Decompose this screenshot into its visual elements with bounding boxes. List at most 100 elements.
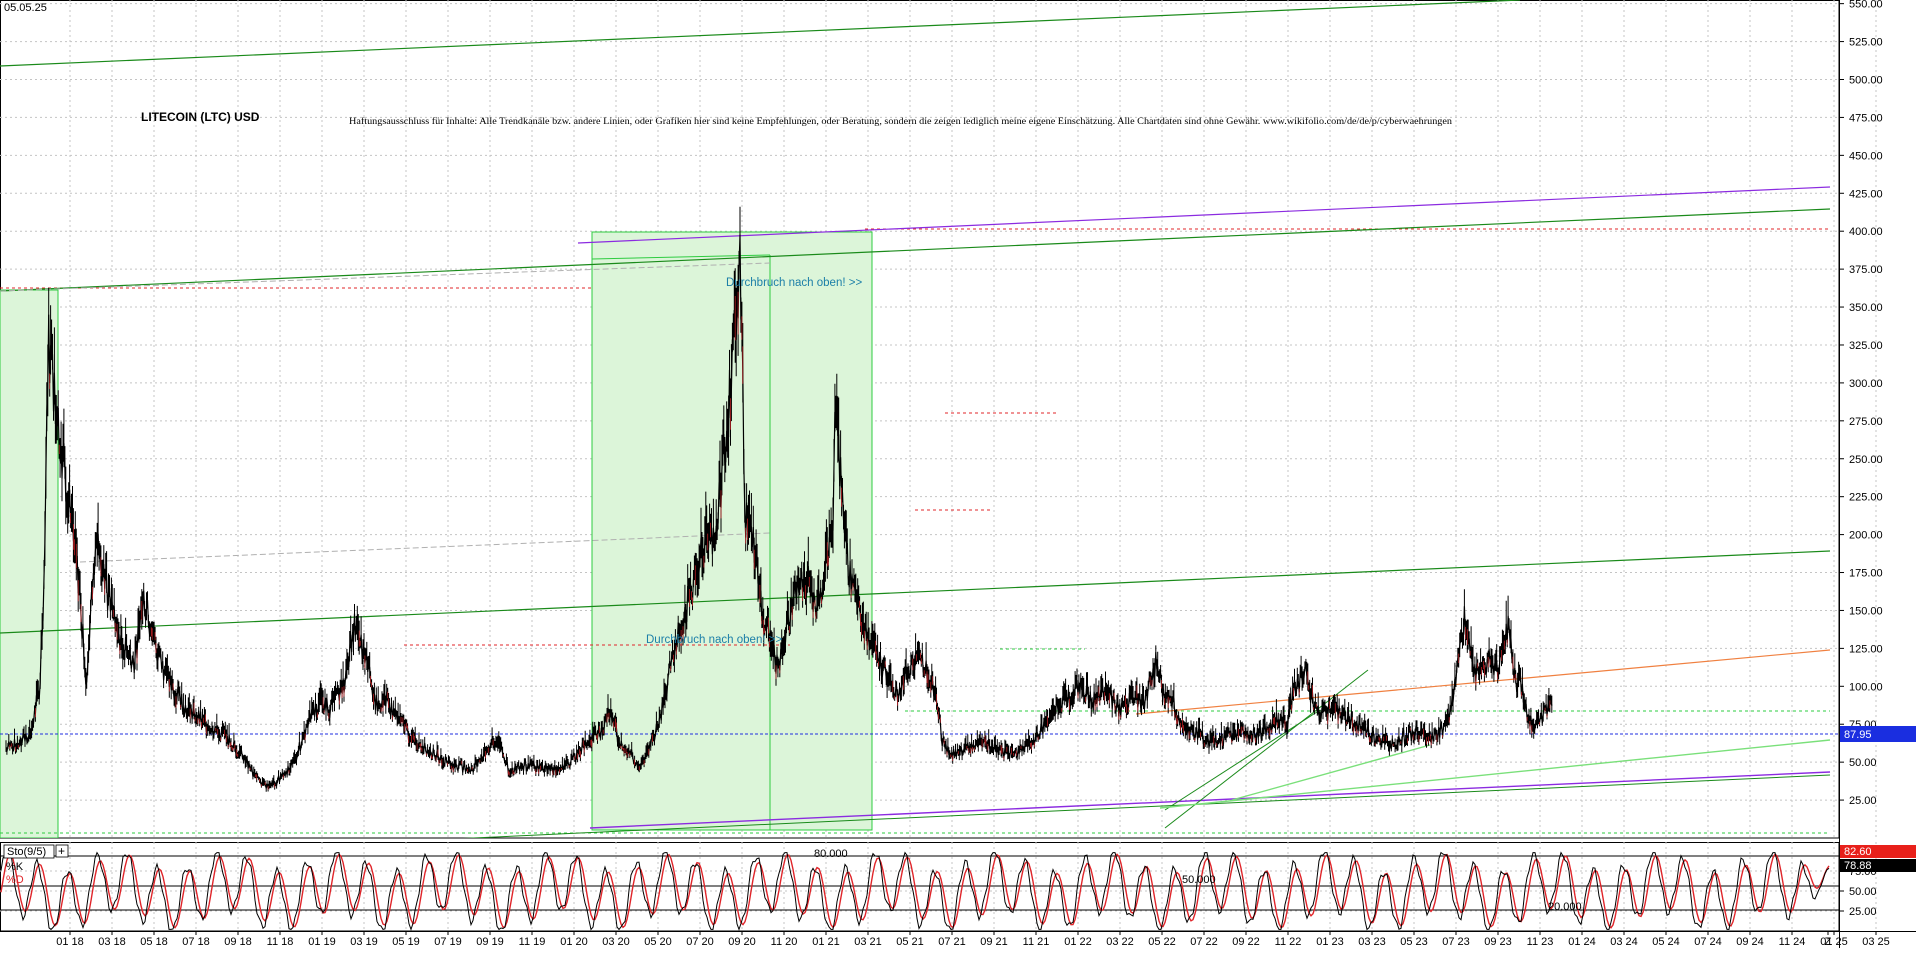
y-tick-label: 250.00 [1849, 454, 1883, 466]
x-tick-label: 09 20 [728, 936, 756, 948]
x-tick-label: 03 20 [602, 936, 630, 948]
disclaimer-text: Haftungsausschluss für Inhalte: Alle Tre… [349, 116, 1453, 126]
x-tick-label: 07 21 [938, 936, 966, 948]
y-tick-label: 400.00 [1849, 226, 1883, 238]
trendline-gray-middle [79, 532, 771, 563]
y-tick-label: 475.00 [1849, 112, 1883, 124]
price-series [5, 234, 1553, 791]
y-tick-label: 525.00 [1849, 37, 1883, 49]
x-tick-label: 09 23 [1484, 936, 1512, 948]
x-tick-label: 03 18 [98, 936, 126, 948]
chart-title: LITECOIN (LTC) USD [141, 110, 260, 124]
x-tick-label: 03 22 [1106, 936, 1134, 948]
y-tick-label: 275.00 [1849, 416, 1883, 428]
indicator-expand-button[interactable] [55, 844, 69, 858]
y-tick-label: 225.00 [1849, 492, 1883, 504]
annotation-breakout-2021: Durchbruch nach oben! >> [726, 277, 862, 289]
y-tick-label: 500.00 [1849, 75, 1883, 87]
stochastic-k-line [0, 851, 1830, 931]
trendline-purple-bottom [589, 771, 1831, 829]
y-tick-label: 175.00 [1849, 568, 1883, 580]
y-tick-label: 350.00 [1849, 302, 1883, 314]
stochastic-d-line [0, 853, 1830, 929]
x-tick-label: Z [1825, 936, 1832, 948]
trendline-orange [1135, 649, 1831, 715]
x-tick-label: 03 24 [1610, 936, 1638, 948]
x-tick-label: 07 19 [434, 936, 462, 948]
x-tick-label: 03 19 [350, 936, 378, 948]
x-tick-label: 01 18 [56, 936, 84, 948]
x-tick-label: 07 18 [182, 936, 210, 948]
trendline-long-term-top [0, 208, 1831, 292]
current-price-box [1840, 726, 1916, 742]
stochastic-level-50-label: 50.000 [1182, 874, 1216, 886]
x-tick-label: 01 23 [1316, 936, 1344, 948]
x-tick-label: 01 24 [1568, 936, 1596, 948]
stochastic-panel [0, 842, 1840, 932]
d-value-box [1840, 845, 1916, 858]
price-panel [0, 0, 1840, 839]
x-tick-label: 03 23 [1358, 936, 1386, 948]
stochastic-tick-label: 50.00 [1849, 886, 1877, 898]
x-tick-label: 01 19 [308, 936, 336, 948]
y-tick-label: 425.00 [1849, 188, 1883, 200]
y-tick-label: 550.00 [1849, 0, 1883, 11]
plus-icon: + [58, 844, 65, 858]
k-value-box [1840, 859, 1916, 872]
y-tick-label: 325.00 [1849, 340, 1883, 352]
k-value-label: 78.88 [1844, 860, 1872, 872]
price-down-ticks [9, 291, 1551, 790]
x-tick-label: 07 20 [686, 936, 714, 948]
stochastic-level-20-label: 20.000 [1548, 901, 1582, 913]
x-tick-label: 09 21 [980, 936, 1008, 948]
stochastic-tick-label: 25.00 [1849, 906, 1877, 918]
y-tick-label: 100.00 [1849, 681, 1883, 693]
x-tick-label: 01 22 [1064, 936, 1092, 948]
stochastic-level-80-label: 80.000 [814, 848, 848, 860]
x-tick-label: 03 25 [1862, 936, 1890, 948]
chart-date: 05.05.25 [4, 2, 47, 14]
x-tick-label: 11 18 [267, 936, 294, 948]
y-tick-label: 450.00 [1849, 150, 1883, 162]
x-tick-label: 11 21 [1023, 936, 1050, 948]
highlight-zones [0, 231, 873, 838]
x-tick-label: 09 19 [476, 936, 504, 948]
x-tick-label: 05 24 [1652, 936, 1680, 948]
indicator-name: Sto(9/5) [7, 846, 46, 858]
trendline-gray-top [0, 262, 771, 292]
current-price-label: 87.95 [1844, 729, 1872, 741]
indicator-tag[interactable] [3, 844, 55, 859]
x-tick-label: 05 20 [644, 936, 672, 948]
x-tick-label: 09 18 [224, 936, 252, 948]
x-tick-label: 11 22 [1275, 936, 1302, 948]
x-tick-label: 05 19 [392, 936, 420, 948]
y-tick-label: 375.00 [1849, 264, 1883, 276]
legend-d: %D [6, 874, 24, 886]
y-tick-label: 25.00 [1849, 795, 1877, 807]
x-tick-label: 11 23 [1527, 936, 1554, 948]
y-tick-label: 50.00 [1849, 757, 1877, 769]
trendline-long-term-middle [0, 550, 1831, 634]
x-tick-label: 05 23 [1400, 936, 1428, 948]
trendline-green-bottom [462, 774, 1831, 838]
x-tick-label: 01 21 [812, 936, 840, 948]
x-tick-label: 05 21 [896, 936, 924, 948]
y-tick-label: 200.00 [1849, 530, 1883, 542]
trendline-lightgreen-short [1231, 744, 1431, 801]
x-tick-label: 03 21 [854, 936, 882, 948]
x-tick-label: 07 24 [1694, 936, 1722, 948]
legend-k: %K [6, 861, 24, 873]
trendline-upper-channel [0, 0, 1521, 67]
trendline-steep-green-lower [1164, 709, 1321, 811]
trendline-purple-top [577, 186, 1831, 244]
y-tick-label: 150.00 [1849, 605, 1883, 617]
reference-lines [0, 228, 1839, 834]
x-tick-label: 11 24 [1779, 936, 1806, 948]
x-tick-label: 01 25 [1820, 936, 1848, 948]
x-tick-label: 05 22 [1148, 936, 1176, 948]
date-axis: 01 18 03 18 05 18 07 18 09 18 11 18 01 19 03 19… [56, 931, 1890, 948]
x-tick-label: 05 18 [140, 936, 168, 948]
y-tick-label: 125.00 [1849, 643, 1883, 655]
